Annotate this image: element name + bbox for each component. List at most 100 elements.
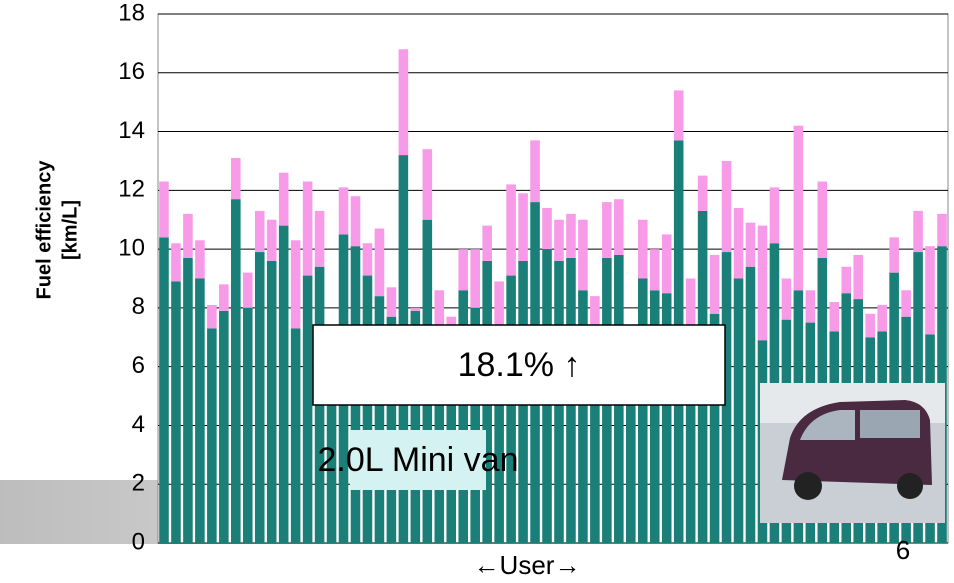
bar-segment (183, 257, 193, 543)
bar-segment (159, 237, 169, 543)
annotation-box (312, 324, 726, 406)
bar-segment (685, 328, 696, 543)
bar-segment (877, 304, 887, 332)
bar-segment (254, 252, 265, 544)
bar-segment (889, 237, 899, 273)
bar-segment (219, 310, 229, 543)
bar-segment (290, 328, 301, 543)
bar-segment (518, 193, 528, 261)
bar-segment (937, 213, 947, 247)
bar-segment (578, 290, 588, 543)
bar-segment (590, 325, 600, 543)
y-tick-label: 8 (132, 293, 145, 320)
bar-segment (661, 293, 672, 543)
bar-segment (362, 275, 373, 543)
bar-segment (841, 266, 852, 294)
bar-segment (721, 160, 732, 253)
bar-segment (530, 140, 540, 203)
annotation: 2.0L Mini van (318, 441, 519, 479)
y-tick-label: 2 (132, 470, 145, 497)
bar-segment (470, 307, 480, 543)
bar-segment (231, 158, 241, 200)
bar-segment (458, 249, 469, 291)
bar-segment (159, 181, 169, 238)
bar-segment (709, 254, 720, 314)
bar-segment (542, 207, 552, 250)
bar-segment (901, 290, 911, 317)
annotation: 18.1% ↑ (458, 346, 581, 384)
bar-segment (207, 304, 217, 329)
annotation-box (350, 430, 486, 490)
bar-segment (290, 240, 301, 329)
bar-segment (590, 296, 600, 326)
bar-segment (374, 228, 385, 297)
bar-segment (805, 290, 816, 323)
car-photo (760, 383, 945, 523)
bar-segment (386, 316, 397, 543)
bar-segment (374, 296, 385, 543)
bar-segment (422, 149, 433, 220)
bar-segment (626, 331, 636, 543)
y-tick-label: 12 (118, 176, 145, 203)
bar-segment (637, 219, 648, 279)
bar-segment (733, 207, 744, 279)
bar-segment (614, 199, 624, 255)
bar-segment (171, 281, 181, 543)
bar-segment (506, 275, 516, 543)
bar-segment (637, 278, 648, 543)
bar-segment (745, 222, 756, 267)
bar-segment (398, 49, 409, 156)
y-tick-label: 10 (118, 234, 145, 261)
bar-segment (494, 325, 504, 543)
bar-segment (865, 313, 875, 338)
bar-segment (231, 199, 241, 543)
x-axis-label: ←User→ (474, 550, 581, 580)
bar-segment (757, 225, 768, 341)
bar-segment (661, 234, 672, 294)
bar-segment (254, 210, 265, 253)
y-axis-label: Fuel efficiency (33, 160, 55, 300)
bar-segment (817, 181, 828, 258)
y-tick-label: 4 (132, 411, 145, 438)
y-tick-label: 16 (118, 58, 145, 85)
bar-segment (195, 278, 205, 543)
page-number: 6 (896, 535, 910, 565)
bar-segment (242, 272, 253, 308)
bar-segment (494, 281, 504, 326)
bar-segment (278, 225, 289, 543)
bar-segment (709, 313, 720, 543)
bar-segment (195, 240, 205, 279)
bar-segment (338, 187, 349, 235)
bar-segment (925, 246, 935, 335)
bar-segment (578, 219, 588, 291)
bar-segment (649, 249, 660, 291)
bar-segment (554, 219, 564, 261)
bar-segment (853, 254, 864, 300)
bar-segment (183, 213, 193, 258)
bar-segment (673, 90, 684, 141)
y-tick-label: 18 (118, 0, 145, 26)
bar-segment (685, 278, 696, 329)
y-tick-label: 14 (118, 117, 145, 144)
bar-segment (242, 307, 253, 543)
bar-segment (446, 316, 457, 332)
bar-segment (207, 328, 217, 543)
bar-segment (458, 290, 469, 543)
bar-segment (219, 284, 229, 311)
y-axis-label: [km/L] (59, 200, 81, 260)
bar-segment (721, 252, 732, 544)
bar-segment (793, 125, 804, 291)
bar-segment (829, 302, 840, 332)
y-tick-label: 6 (132, 352, 145, 379)
bar-segment (566, 213, 576, 258)
bar-segment (266, 219, 277, 261)
bar-segment (602, 202, 612, 258)
bar-segment (506, 184, 516, 276)
bar-segment (482, 225, 492, 261)
bar-segment (302, 275, 313, 543)
bar-segment (386, 287, 397, 317)
bar-segment (410, 307, 421, 311)
bar-segment (745, 266, 756, 543)
bar-segment (781, 278, 792, 320)
